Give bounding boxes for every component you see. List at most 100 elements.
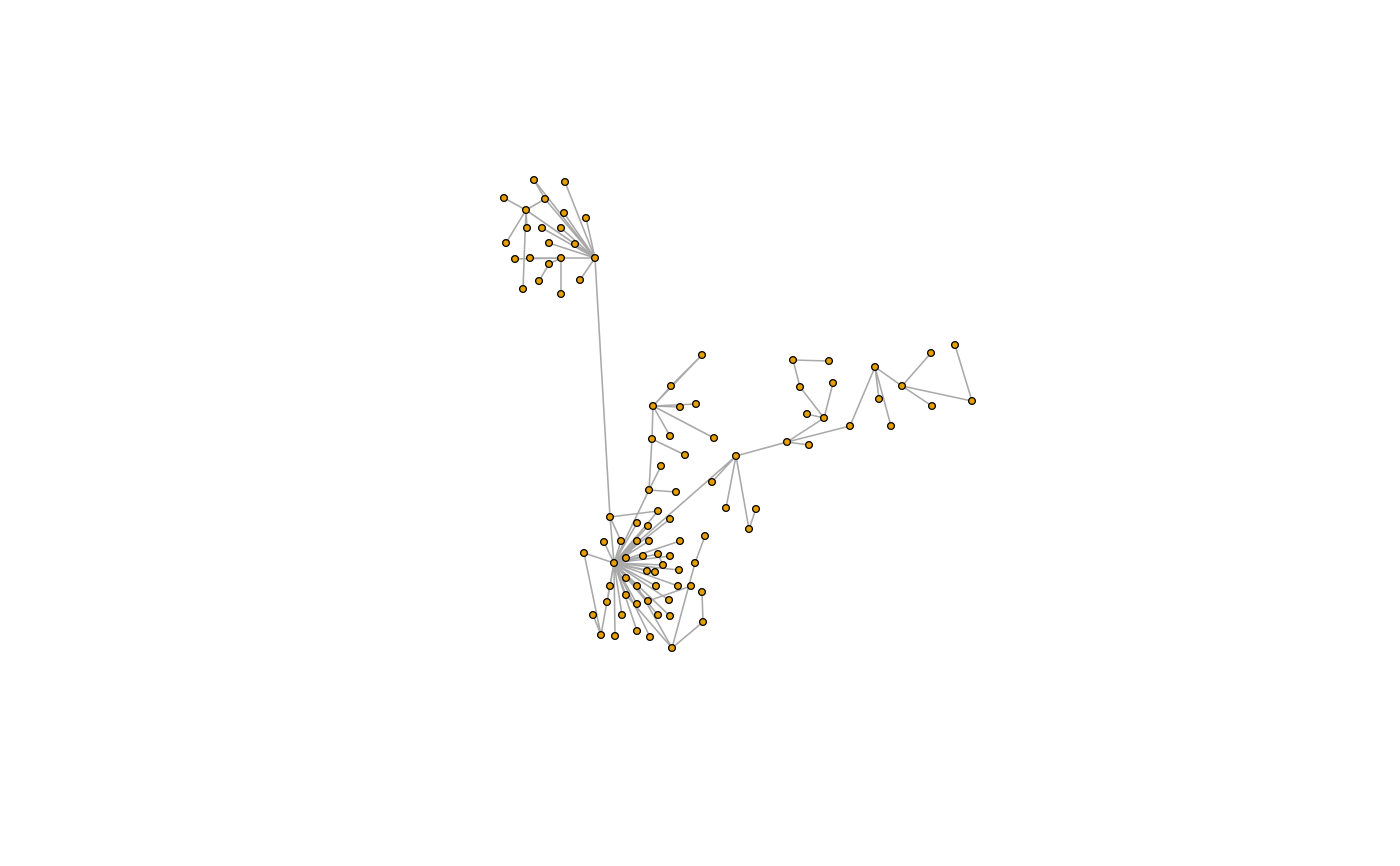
edge-T-G: [594, 257, 611, 518]
graph-node-c2: [671, 487, 681, 497]
graph-node-F: [819, 413, 829, 423]
edge-N-Q: [874, 366, 903, 387]
graph-node-b37: [698, 617, 708, 627]
graph-node-d4: [751, 504, 761, 514]
graph-node-a2: [499, 193, 509, 203]
graph-node-b10: [621, 553, 631, 563]
edge-S-s1: [954, 344, 973, 402]
graph-node-b31: [664, 595, 674, 605]
graph-node-a15: [525, 253, 535, 263]
graph-node-b29: [643, 596, 653, 606]
graph-node-n2: [886, 421, 896, 431]
graph-node-H: [609, 558, 619, 568]
graph-node-b20: [690, 558, 700, 568]
edge-H-b41: [613, 562, 651, 638]
graph-node-a9: [537, 223, 547, 233]
edge-T-a6: [563, 212, 596, 259]
graph-node-a8: [522, 223, 532, 233]
graph-node-b24: [651, 581, 661, 591]
graph-node-b1: [579, 548, 589, 558]
graph-node-a5: [560, 177, 570, 187]
graph-node-f1: [802, 409, 812, 419]
graph-node-a14: [510, 254, 520, 264]
graph-node-a4: [540, 194, 550, 204]
graph-node-n1: [874, 394, 884, 404]
graph-node-A1: [521, 205, 531, 215]
graph-node-a19: [575, 275, 585, 285]
edge-c1-c4: [648, 438, 653, 491]
graph-node-b27: [697, 587, 707, 597]
graph-node-b19: [674, 565, 684, 575]
graph-node-b4: [632, 536, 642, 546]
edge-E-F: [786, 417, 825, 443]
graph-node-f4: [788, 355, 798, 365]
graph-node-N: [870, 362, 880, 372]
edge-T-a19: [579, 257, 596, 281]
edge-T-a7: [585, 217, 596, 259]
edge-G-b3: [609, 516, 622, 542]
graph-node-K: [667, 643, 677, 653]
graph-node-c5: [680, 450, 690, 460]
graph-node-b8: [653, 506, 663, 516]
graph-node-a3: [529, 175, 539, 185]
graph-node-c10: [666, 381, 676, 391]
edge-T-a5: [564, 181, 596, 259]
edge-A1-a11: [505, 209, 527, 244]
edge-T-a13: [574, 243, 596, 259]
graph-node-a18: [534, 276, 544, 286]
edge-A1-a13: [525, 209, 576, 245]
graph-node-c7: [709, 433, 719, 443]
edge-A1-a20: [522, 209, 527, 290]
edge-H-b8: [613, 510, 659, 564]
edge-T-a4: [544, 198, 596, 259]
graph-node-c1: [644, 485, 654, 495]
graph-node-E: [782, 437, 792, 447]
edge-H-b39: [613, 562, 616, 637]
edge-T-a12: [548, 242, 596, 259]
graph-node-f3: [828, 378, 838, 388]
edge-C-c11: [652, 354, 703, 407]
edge-f4-f5: [792, 359, 830, 362]
graph-node-b28: [621, 590, 631, 600]
graph-node-b22: [605, 581, 615, 591]
graph-node-d3: [744, 524, 754, 534]
graph-node-T: [590, 253, 600, 263]
graph-node-b40: [632, 626, 642, 636]
edge-layer: [503, 179, 973, 649]
edge-A1-a2: [503, 197, 527, 211]
edge-b37-b27: [701, 591, 704, 623]
edge-b1-b38: [583, 552, 602, 636]
graph-node-b41: [645, 632, 655, 642]
graph-node-c9: [691, 399, 701, 409]
graph-node-a16: [556, 253, 566, 263]
graph-node-a11: [501, 238, 511, 248]
graph-node-f5: [824, 356, 834, 366]
edge-H-b31: [613, 562, 670, 601]
graph-node-M: [845, 421, 855, 431]
graph-node-a17: [544, 259, 554, 269]
edge-R-d2: [725, 455, 737, 509]
edge-K-b37: [671, 621, 704, 649]
edge-F-f2: [799, 386, 825, 419]
graph-node-a6: [559, 208, 569, 218]
edge-H-b1: [583, 552, 615, 564]
graph-node-c11: [697, 350, 707, 360]
graph-node-b14: [675, 536, 685, 546]
graph-node-b35: [653, 610, 663, 620]
graph-node-b36: [665, 611, 675, 621]
graph-node-S: [967, 396, 977, 406]
edge-H-b19: [613, 562, 680, 571]
graph-node-b6: [632, 518, 642, 528]
graph-node-c4: [647, 434, 657, 444]
edge-Q-q2: [901, 385, 933, 407]
edge-f2-f4: [792, 359, 801, 388]
edge-C-c6: [652, 405, 671, 437]
graph-node-b13: [665, 551, 675, 561]
graph-node-b2: [599, 537, 609, 547]
graph-node-Q: [897, 381, 907, 391]
graph-node-b32: [602, 597, 612, 607]
graph-node-b7: [643, 521, 653, 531]
graph-node-b11: [638, 551, 648, 561]
edge-E-M: [786, 425, 851, 443]
graph-node-c6: [665, 431, 675, 441]
